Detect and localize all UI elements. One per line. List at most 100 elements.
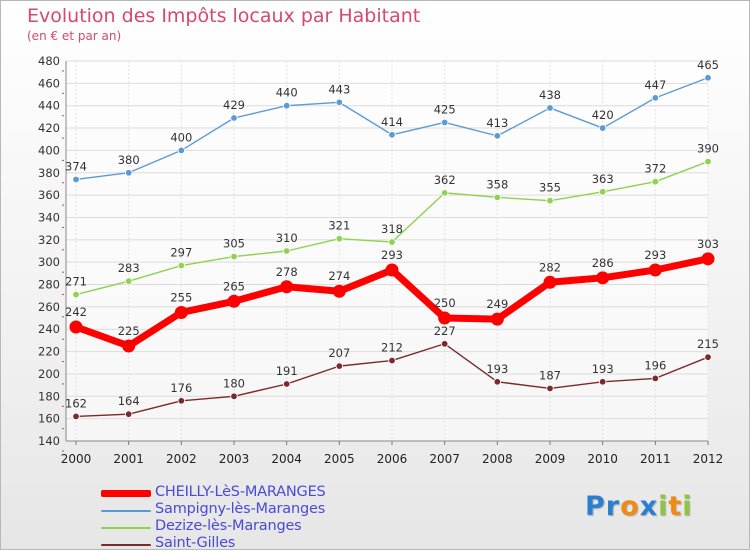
y-tick-label: 480	[38, 54, 60, 68]
data-label: 443	[328, 82, 350, 96]
data-label: 180	[223, 376, 245, 390]
data-point	[124, 169, 133, 177]
axes: 140 160 180 200 220 240 260 280 300 320 340 360 380 4…	[38, 54, 723, 466]
data-label: 310	[276, 231, 298, 245]
x-tick-label: 2000	[61, 452, 92, 466]
data-point	[598, 188, 607, 196]
grid	[66, 60, 709, 442]
x-tick-label: 2006	[377, 452, 408, 466]
data-point	[69, 320, 83, 334]
y-tick-label: 160	[38, 412, 60, 426]
data-label: 390	[697, 142, 719, 156]
data-point	[280, 280, 294, 294]
y-tick-label: 420	[38, 121, 60, 135]
data-point	[335, 235, 344, 243]
data-point	[543, 275, 557, 289]
logo-letter: t	[668, 491, 683, 522]
x-tick-label: 2007	[429, 452, 460, 466]
data-point	[388, 131, 396, 139]
data-label: 282	[539, 260, 561, 274]
data-point	[704, 157, 712, 166]
logo-letter: P	[585, 491, 606, 522]
data-point	[385, 263, 399, 277]
data-label: 274	[328, 269, 350, 283]
data-point	[490, 312, 504, 326]
data-label: 425	[434, 102, 456, 116]
data-label: 358	[486, 177, 508, 191]
data-label: 196	[644, 358, 666, 372]
x-tick-label: 2005	[324, 452, 355, 466]
data-point	[282, 247, 291, 255]
x-tick-label: 2008	[482, 452, 513, 466]
y-tick-label: 380	[38, 166, 60, 180]
y-tick-label: 460	[38, 76, 60, 90]
data-label: 176	[170, 381, 192, 395]
legend-swatch	[101, 490, 151, 497]
y-tick-label: 220	[38, 345, 60, 359]
data-label: 305	[223, 237, 245, 251]
data-point	[493, 193, 502, 202]
y-tick-label: 280	[38, 278, 60, 292]
x-tick-label: 2002	[166, 452, 197, 466]
data-point	[704, 74, 712, 82]
data-point	[546, 104, 554, 112]
legend-swatch	[101, 527, 151, 529]
data-label: 414	[381, 115, 403, 129]
data-label: 193	[592, 362, 614, 376]
data-label: 164	[118, 394, 140, 408]
data-point	[388, 238, 396, 246]
y-tick-label: 180	[38, 389, 60, 403]
y-tick-label: 300	[38, 255, 60, 269]
data-label: 193	[486, 362, 508, 376]
data-point	[230, 252, 238, 261]
x-tick-label: 2011	[640, 452, 671, 466]
data-label: 380	[118, 153, 140, 167]
data-label: 278	[276, 265, 298, 279]
data-point	[335, 362, 344, 370]
data-label: 355	[539, 181, 561, 195]
data-point	[493, 132, 502, 140]
data-label: 162	[65, 396, 87, 410]
data-point	[72, 412, 80, 421]
data-label: 440	[276, 86, 298, 100]
data-point	[648, 263, 662, 277]
data-label: 215	[697, 337, 719, 351]
y-tick-label: 440	[38, 99, 60, 113]
data-label: 363	[592, 172, 614, 186]
data-label: 207	[328, 346, 350, 360]
data-point	[701, 252, 715, 266]
chart-subtitle: (en € et par an)	[27, 29, 122, 43]
data-point	[177, 397, 186, 405]
data-label: 297	[170, 246, 192, 260]
data-label: 447	[644, 78, 666, 92]
chart-title: Evolution des Impôts locaux par Habitant	[27, 5, 421, 27]
data-label: 242	[65, 305, 87, 319]
plot-area	[66, 61, 708, 441]
data-point	[122, 339, 136, 353]
data-labels: 162 164 176 180 191 207 212 227 193 187 193 196 215 2…	[65, 58, 719, 411]
data-point	[438, 311, 452, 325]
x-tick-label: 2012	[693, 452, 724, 466]
y-tick-label: 340	[38, 210, 60, 224]
data-point	[230, 392, 238, 400]
series-lines	[69, 74, 715, 421]
logo-letter: r	[605, 491, 621, 522]
data-label: 227	[434, 324, 456, 338]
legend-swatch	[101, 544, 151, 546]
data-label: 187	[539, 368, 561, 382]
y-tick-label: 400	[38, 143, 60, 157]
data-label: 293	[644, 248, 666, 262]
data-label: 286	[592, 256, 614, 270]
data-point	[335, 98, 344, 107]
data-point	[440, 189, 449, 197]
data-point	[332, 284, 346, 298]
data-label: 271	[65, 275, 87, 289]
data-point	[388, 356, 396, 365]
data-label: 255	[170, 290, 192, 304]
legend-label: Dezize-lès-Maranges	[155, 518, 302, 534]
data-label: 372	[644, 162, 666, 176]
logo-letter: x	[639, 491, 659, 522]
data-point	[282, 380, 291, 388]
